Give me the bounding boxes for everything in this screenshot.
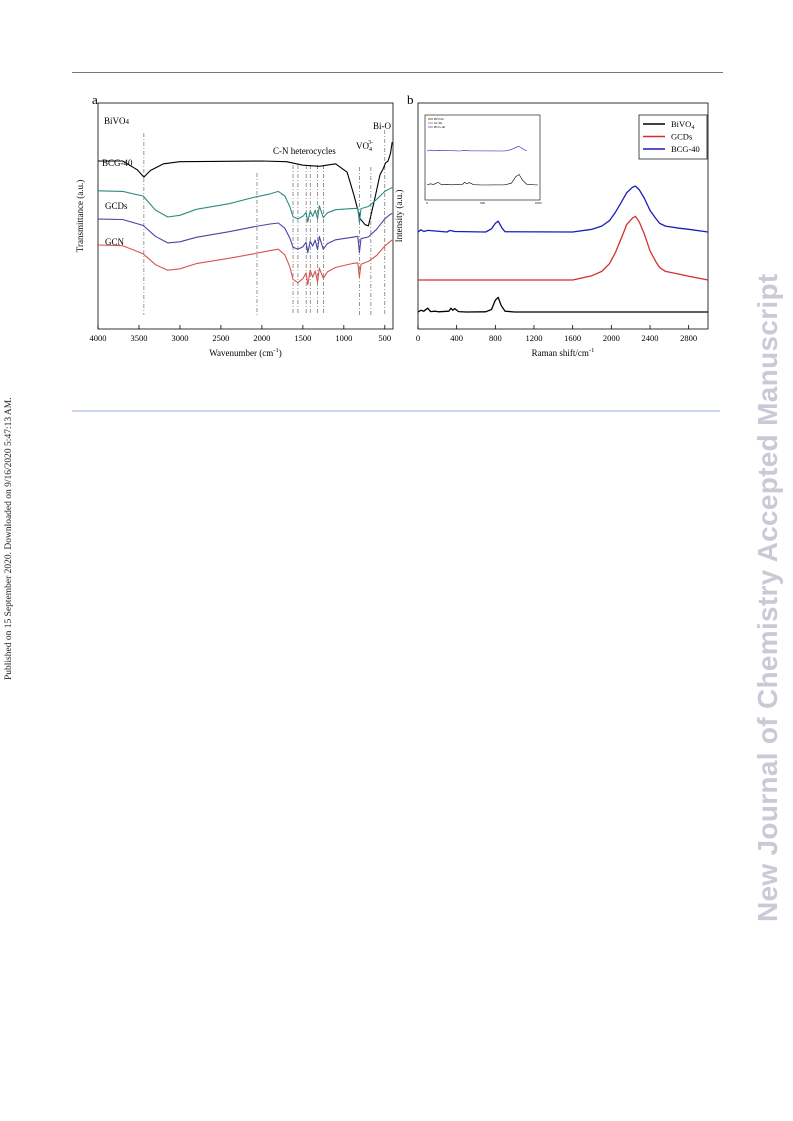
series-label-bcg-40: BCG-40: [102, 158, 133, 168]
x-tick-label: 4000: [90, 333, 107, 343]
series-label-gcn: GCN: [105, 237, 125, 247]
x-tick-label: 2800: [680, 333, 697, 343]
x-axis-title: Wavenumber (cm-1): [209, 347, 281, 358]
series-line-bivo4: [417, 296, 708, 313]
inset-series-line: [426, 146, 528, 152]
inset-x-tick-label: 1000: [535, 201, 542, 205]
plot-frame: [97, 102, 394, 330]
plot-frame: [417, 102, 709, 330]
series-label-bivo4: BiVO4: [104, 116, 130, 126]
x-tick-label: 1000: [335, 333, 352, 343]
x-tick-label: 1500: [294, 333, 311, 343]
x-tick-label: 1600: [564, 333, 581, 343]
series-line-bcg-40: [97, 187, 393, 224]
accepted-manuscript-watermark: New Journal of Chemistry Accepted Manusc…: [752, 273, 783, 922]
x-tick-label: 1200: [526, 333, 543, 343]
inset-legend-label: BCG-40: [434, 125, 446, 129]
series-line-bivo4: [98, 142, 393, 227]
inset-x-tick-label: 0: [426, 201, 428, 205]
inset-legend-label: BiVO4: [434, 117, 444, 121]
x-axis-title: Raman shift/cm-1: [532, 347, 595, 358]
peak-label-vo: VO43-: [356, 140, 373, 153]
x-tick-label: 2400: [642, 333, 659, 343]
x-tick-label: 2500: [212, 333, 229, 343]
legend-label: BiVO4: [671, 119, 694, 131]
inset-legend-label: GCDs: [434, 121, 443, 125]
x-tick-label: 2000: [253, 333, 270, 343]
series-line-gcn: [97, 239, 393, 286]
raman-chart: b 0 400 800 1200 1600 2000 2400 2800 Raman shift/…: [394, 92, 709, 358]
series-line-gcds: [97, 212, 393, 254]
inset-frame: [424, 114, 541, 201]
x-tick-label: 800: [489, 333, 502, 343]
peak-label-cn: C-N heterocycles: [273, 146, 336, 156]
inset-series-line: [426, 174, 539, 186]
series-line-bcg-40: [417, 185, 709, 233]
publication-side-note: Published on 15 September 2020. Download…: [4, 397, 14, 680]
x-tick-label: 2000: [603, 333, 620, 343]
inset-x-tick-label: 500: [480, 201, 486, 205]
x-tick-label: 500: [378, 333, 391, 343]
panel-label-a: a: [92, 92, 98, 107]
x-tick-label: 3500: [130, 333, 147, 343]
peak-label-bio: Bi-O: [373, 121, 392, 131]
series-line-gcds: [418, 215, 709, 281]
x-tick-label: 3000: [171, 333, 188, 343]
series-label-gcds: GCDs: [105, 201, 128, 211]
x-tick-label: 400: [450, 333, 463, 343]
legend-label: BCG-40: [671, 144, 700, 154]
header-rule: [72, 72, 723, 73]
y-axis-title: Intensity (a.u.): [394, 190, 404, 243]
panel-label-b: b: [407, 92, 414, 107]
ftir-chart: a 4000 3500 3000 2500 2000 1500 1000 500 Wavenumb…: [75, 92, 394, 358]
figure-divider: [72, 410, 720, 412]
x-tick-label: 0: [416, 333, 420, 343]
legend-label: GCDs: [671, 132, 692, 142]
y-axis-title: Transmittance (a.u.): [75, 180, 85, 252]
